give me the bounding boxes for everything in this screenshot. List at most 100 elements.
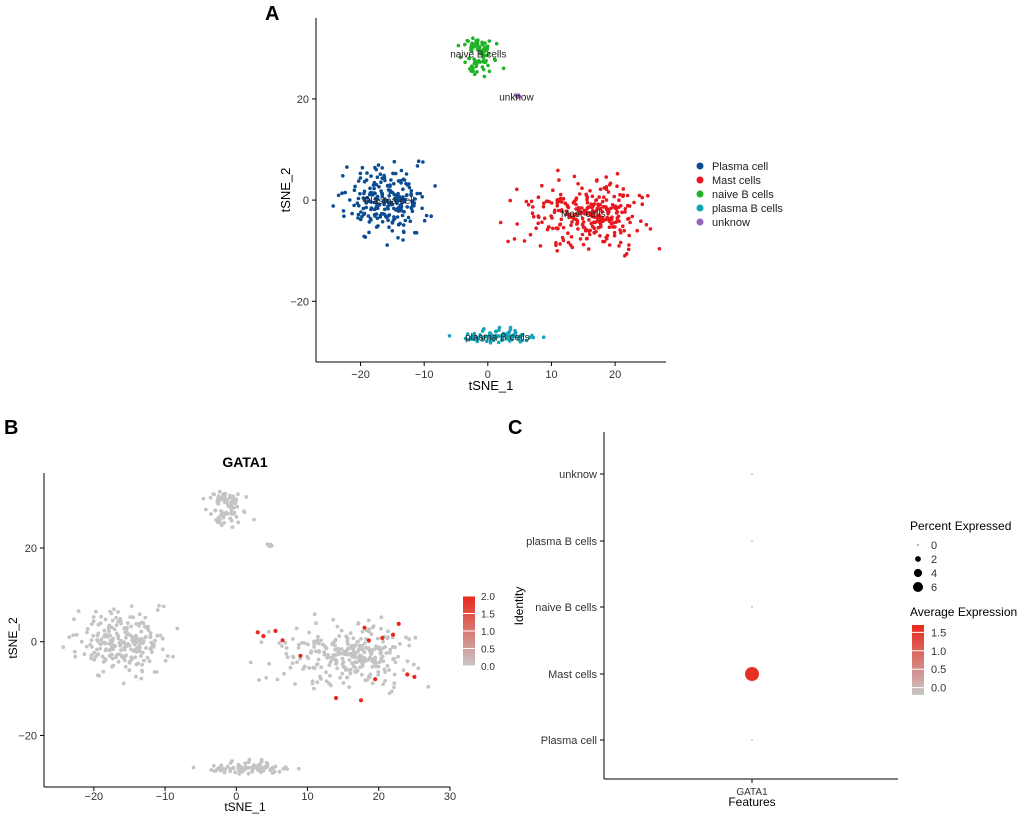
point-plasma-cell xyxy=(385,198,390,203)
point-mast-cells xyxy=(571,216,576,220)
point-grey xyxy=(127,643,132,648)
point-plasma-cell xyxy=(379,180,383,184)
point-mast-cells xyxy=(600,215,605,220)
point-plasma-cell xyxy=(380,166,385,170)
point-grey xyxy=(259,765,264,770)
point-grey xyxy=(139,637,144,641)
y-tick-label: 20 xyxy=(297,94,309,106)
point-plasma-cell xyxy=(372,186,376,191)
point-grey xyxy=(376,672,381,677)
point-plasma-cell xyxy=(385,183,390,188)
point-grey xyxy=(340,662,345,667)
point-mast-cells xyxy=(612,194,616,199)
point-plasma-cell xyxy=(413,230,417,235)
point-grey xyxy=(160,636,165,641)
point-mast-cells xyxy=(605,236,609,241)
point-mast-cells xyxy=(585,197,589,202)
point-mast-cells xyxy=(542,201,546,205)
point-grey xyxy=(142,658,146,663)
point-mast-cells xyxy=(565,204,570,209)
point-grey xyxy=(356,639,360,644)
point-grey xyxy=(138,640,143,645)
point-plasma-cell xyxy=(378,172,383,176)
point-plasma-cell xyxy=(336,193,341,198)
point-plasma-cell xyxy=(331,204,336,208)
point-grey xyxy=(381,639,385,644)
point-grey xyxy=(116,619,120,624)
point-grey xyxy=(76,609,81,614)
point-grey xyxy=(144,646,148,650)
point-mast-cells xyxy=(628,220,632,225)
point-grey xyxy=(328,660,333,664)
x-axis-label-c: Features xyxy=(728,795,775,809)
point-mast-cells xyxy=(555,201,560,205)
x-tick-label: −10 xyxy=(415,369,434,381)
point-plasma-cell xyxy=(382,207,387,212)
point-grey xyxy=(387,668,391,672)
point-grey xyxy=(277,641,282,645)
point-mast-cells xyxy=(555,226,559,231)
point-expressing xyxy=(366,638,371,643)
point-plasma-cell xyxy=(368,186,372,191)
point-grey xyxy=(147,659,152,664)
point-mast-cells xyxy=(555,204,560,208)
point-mast-cells xyxy=(540,183,544,188)
point-plasma-b xyxy=(447,334,452,338)
point-plasma-cell xyxy=(382,197,387,201)
point-grey xyxy=(363,646,368,650)
point-plasma-cell xyxy=(401,238,405,242)
point-grey xyxy=(322,652,327,657)
point-grey xyxy=(216,515,221,520)
x-axis-label-a: tSNE_1 xyxy=(469,378,514,393)
point-grey xyxy=(315,662,320,666)
point-mast-cells xyxy=(597,195,601,199)
point-mast-cells xyxy=(589,221,593,226)
point-naive-b xyxy=(494,41,499,46)
point-grey xyxy=(307,666,311,670)
size-legend-title: Percent Expressed xyxy=(910,519,1011,533)
point-grey xyxy=(312,639,316,644)
point-grey xyxy=(114,655,118,660)
point-grey xyxy=(357,643,362,648)
point-mast-cells xyxy=(561,238,566,243)
point-mast-cells xyxy=(635,228,639,233)
point-mast-cells xyxy=(615,219,619,223)
point-grey xyxy=(384,651,389,655)
point-plasma-cell xyxy=(375,175,380,179)
point-naive-b xyxy=(470,64,474,68)
point-grey xyxy=(150,644,155,648)
point-naive-b xyxy=(463,42,467,47)
point-plasma-cell xyxy=(365,171,369,175)
point-plasma-cell xyxy=(409,189,414,193)
point-grey xyxy=(228,493,232,498)
point-plasma-cell xyxy=(390,190,395,195)
point-grey xyxy=(379,615,384,620)
colorbar-tick-label: 1.0 xyxy=(481,627,495,638)
point-expressing xyxy=(412,674,417,680)
legend-label: naive B cells xyxy=(712,189,774,201)
point-mast-cells xyxy=(586,247,591,251)
cluster-label: plasma B cells xyxy=(465,333,529,344)
point-grey xyxy=(392,656,396,661)
point-grey xyxy=(111,647,115,652)
point-grey xyxy=(355,649,360,654)
point-mast-cells xyxy=(558,222,563,226)
legend-swatch xyxy=(696,204,704,212)
point-mast-cells xyxy=(576,182,580,186)
point-grey xyxy=(221,494,226,499)
point-mast-cells xyxy=(515,187,519,192)
point-grey xyxy=(338,675,342,680)
point-mast-cells xyxy=(622,228,626,233)
size-legend-dot xyxy=(913,582,923,592)
point-grey xyxy=(79,639,84,644)
point-mast-cells xyxy=(585,206,589,211)
point-mast-cells xyxy=(530,211,535,215)
point-grey xyxy=(267,661,272,666)
point-grey xyxy=(212,492,217,497)
point-grey xyxy=(388,647,393,652)
point-grey xyxy=(341,681,346,685)
point-plasma-cell xyxy=(374,182,379,187)
point-naive-b xyxy=(482,74,487,79)
point-mast-cells xyxy=(639,219,643,223)
